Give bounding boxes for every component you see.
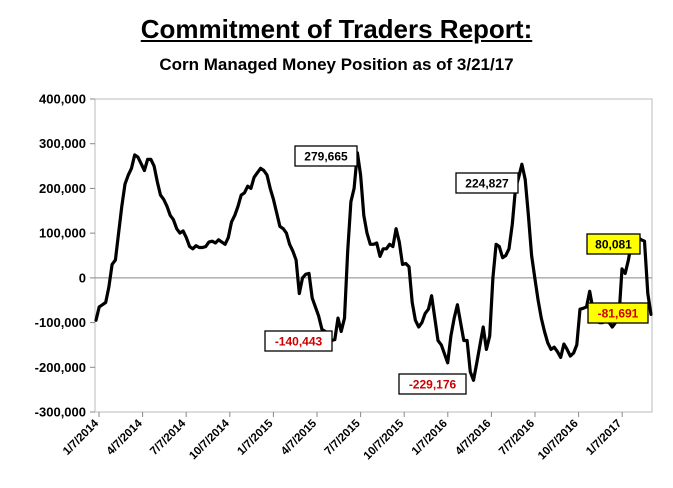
x-tick-label: 1/7/2017 bbox=[584, 418, 624, 458]
x-tick-label: 10/7/2015 bbox=[362, 417, 407, 462]
callout-5: 80,081 bbox=[586, 233, 641, 255]
y-tick-label: 0 bbox=[79, 270, 86, 285]
x-tick-label: 7/7/2016 bbox=[497, 418, 537, 458]
callout-label: -229,176 bbox=[409, 377, 457, 391]
y-tick-label: 300,000 bbox=[39, 136, 86, 151]
callout-box bbox=[587, 302, 649, 324]
callout-box bbox=[398, 373, 467, 395]
callouts: 279,665 -140,443 -229,176 224,827 80,081 -81,… bbox=[264, 145, 649, 395]
callout-3: -229,176 bbox=[398, 373, 467, 395]
plot-area-frame bbox=[94, 98, 653, 413]
y-tick-label: 200,000 bbox=[39, 181, 86, 196]
callout-box bbox=[586, 233, 641, 255]
y-tick-label: 400,000 bbox=[39, 92, 86, 107]
x-tick-label: 10/7/2016 bbox=[536, 418, 581, 463]
x-tick-label: 4/7/2014 bbox=[105, 417, 146, 458]
x-tick-label: 1/7/2014 bbox=[61, 417, 102, 458]
x-tick-label: 10/7/2014 bbox=[187, 417, 232, 462]
callout-label: 80,081 bbox=[595, 237, 632, 251]
callout-label: -140,443 bbox=[275, 334, 323, 348]
y-tick-label: -300,000 bbox=[35, 405, 86, 420]
x-tick-label: 7/7/2015 bbox=[323, 417, 364, 458]
callout-box bbox=[455, 172, 519, 194]
y-tick-label: 100,000 bbox=[39, 226, 86, 241]
callout-label: 279,665 bbox=[304, 149, 348, 163]
x-tick-label: 1/7/2015 bbox=[235, 417, 276, 458]
y-axis-ticks: 400,000 300,000 200,000 100,000 0 -100,000 -20… bbox=[35, 92, 95, 420]
x-tick-label: 7/7/2014 bbox=[148, 417, 189, 458]
x-tick-label: 4/7/2016 bbox=[453, 418, 493, 458]
callout-box bbox=[294, 145, 358, 167]
chart-axes bbox=[94, 98, 653, 413]
y-tick-label: -200,000 bbox=[35, 360, 86, 375]
y-tick-label: -100,000 bbox=[35, 315, 86, 330]
callout-2: -140,443 bbox=[264, 330, 333, 352]
callout-label: 224,827 bbox=[465, 176, 509, 190]
x-tick-label: 1/7/2016 bbox=[410, 418, 450, 458]
series-line bbox=[94, 151, 653, 382]
callout-box bbox=[264, 330, 333, 352]
callout-label: -81,691 bbox=[598, 306, 639, 320]
callout-4: 224,827 bbox=[455, 172, 519, 194]
x-tick-label: 4/7/2015 bbox=[279, 417, 320, 458]
callout-1: 279,665 bbox=[294, 145, 358, 167]
callout-6: -81,691 bbox=[587, 302, 649, 324]
chart-title: Commitment of Traders Report: bbox=[140, 14, 533, 44]
chart-subtitle: Corn Managed Money Position as of 3/21/1… bbox=[159, 55, 514, 74]
